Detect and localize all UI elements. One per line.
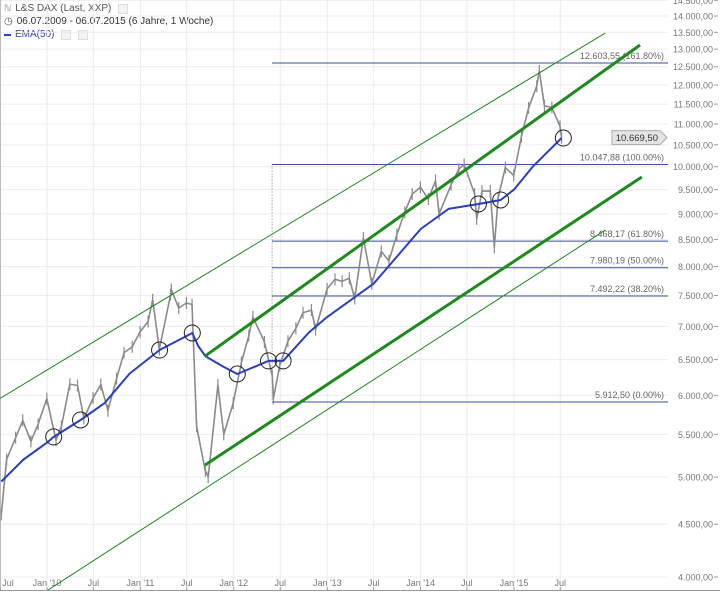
x-tick-label: Jul [181,578,193,588]
fib-level-label: 8.468,17 (61.80%) [590,229,664,239]
x-tick-label: Jul [461,578,473,588]
y-tick-label: 14.000,00 [673,12,713,22]
fib-level-label: 7.980,19 (50.00%) [590,256,664,266]
touch-circle [72,411,90,429]
y-tick-label: 6.500,00 [678,355,713,365]
touch-circle [183,324,201,342]
last-price-label: 10.669,50 [616,133,658,144]
trend-channel[interactable] [0,32,643,595]
y-tick-label: 13.000,00 [673,45,713,55]
date-range[interactable]: 06.07.2009 - 06.07.2015 (6 Jahre, 1 Woch… [16,16,214,27]
y-tick-label: 6.000,00 [678,391,713,401]
x-tick-label: Jan '14 [406,578,435,588]
fib-level-label: 10.047,88 (100.00%) [580,153,664,163]
fib-level-label: 12.603,55 (161.80%) [580,51,664,61]
y-tick-label: 11.500,00 [674,100,713,110]
x-tick-label: Jul [88,578,100,588]
y-axis: 4.000,00 4.500,00 5.000,00 5.500,00 6.000,00… [673,0,718,582]
touch-circle [228,365,246,383]
touch-circle [469,195,487,213]
y-tick-label: 9.500,00 [678,185,713,195]
touch-circle [45,428,63,446]
y-tick-label: 9.000,00 [678,209,713,219]
y-tick-label: 14.500,00 [673,0,713,6]
y-tick-label: 12.000,00 [673,81,713,91]
indicator-settings-icon[interactable] [61,29,72,40]
y-tick-label: 7.500,00 [678,291,713,301]
fib-level-label: 5.912,50 (0.00%) [595,390,664,400]
y-tick-label: 7.000,00 [678,322,713,332]
x-tick-label: Jan '12 [219,578,248,588]
fibonacci-levels: 12.603,55 (161.80%) 10.047,88 (100.00%) 8.… [271,51,668,403]
y-tick-label: 4.500,00 [678,520,713,530]
price-series [0,64,563,521]
touch-circle [274,352,292,370]
ema-color-icon [4,33,11,36]
last-price-marker: 10.669,50 [611,130,668,146]
x-tick-label: Jan '10 [33,578,62,588]
x-tick-label: Jan '15 [500,578,529,588]
trend-line-thick [204,43,641,358]
trend-line-thin [0,32,606,399]
chart-legend: ℕ L&S DAX (Last, XXP) ◷ 06.07.2009 - 06.07… [4,2,213,41]
y-tick-label: 10.500,00 [673,140,713,150]
x-tick-label: Jul [368,578,380,588]
grid [0,0,668,590]
touch-circle [554,129,572,147]
y-tick-label: 4.000,00 [678,572,713,582]
y-tick-label: 5.500,00 [678,430,713,440]
touch-circle [151,341,169,359]
y-tick-label: 13.500,00 [673,28,713,38]
ema-line [0,137,563,483]
y-tick-label: 10.000,00 [673,162,713,172]
y-tick-label: 5.000,00 [678,473,713,483]
ema-series [0,137,563,483]
chart-type-icon: ℕ [4,3,12,13]
x-tick-label: Jul [555,578,567,588]
x-tick-label: Jan '11 [126,578,154,588]
x-tick-label: Jul [275,578,287,588]
touch-circle [492,191,510,209]
settings-icon[interactable] [118,3,129,14]
y-tick-label: 12.500,00 [673,62,713,72]
y-tick-label: 8.000,00 [678,262,713,272]
instrument-title: L&S DAX (Last, XXP) [15,3,112,14]
trend-line-thin [47,229,606,590]
trend-line-thick [204,175,643,467]
indicator-close-icon[interactable] [78,29,89,40]
indicator-label[interactable]: EMA(50) [15,29,55,40]
touch-circle [260,352,278,370]
fib-level-label: 7.492,22 (38.20%) [590,284,664,294]
y-tick-label: 8.500,00 [678,235,713,245]
y-tick-label: 11.000,00 [674,119,713,129]
last-price-box [611,130,668,146]
price-line [0,69,563,515]
x-tick-label: Jan '13 [313,578,342,588]
clock-icon: ◷ [4,16,13,27]
ema-touch-circles [45,129,572,446]
x-tick-label: Jul [2,578,14,588]
